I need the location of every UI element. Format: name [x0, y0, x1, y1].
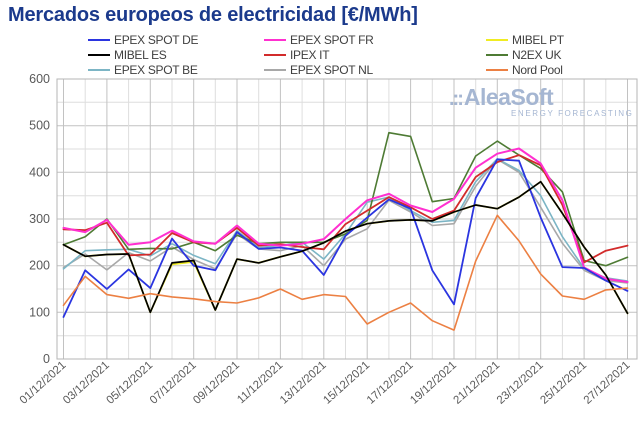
legend-swatch-icon	[88, 38, 110, 41]
legend-swatch-icon	[264, 68, 286, 71]
legend-swatch-icon	[264, 38, 286, 41]
legend-label: MIBEL PT	[512, 32, 564, 47]
x-tick-label: 17/12/2021	[365, 359, 416, 406]
legend-item-epex-spot-fr: EPEX SPOT FR	[264, 32, 374, 47]
x-tick-label: 27/12/2021	[582, 359, 633, 406]
legend-label: IPEX IT	[290, 47, 330, 62]
series-line-ipex-it	[62, 154, 629, 264]
legend-item-epex-spot-be: EPEX SPOT BE	[88, 62, 198, 77]
x-tick-label: 15/12/2021	[321, 359, 372, 406]
legend-swatch-icon	[486, 38, 508, 41]
x-tick-label: 05/12/2021	[105, 359, 156, 406]
legend-label: EPEX SPOT DE	[114, 32, 199, 47]
y-tick-label: 500	[29, 119, 50, 133]
chart-title: Mercados europeos de electricidad [€/MWh…	[8, 4, 418, 26]
legend-label: EPEX SPOT NL	[290, 62, 373, 77]
legend-label: MIBEL ES	[114, 47, 167, 62]
x-tick-label: 03/12/2021	[61, 359, 112, 406]
y-tick-label: 400	[29, 165, 50, 179]
legend-item-mibel-es: MIBEL ES	[88, 47, 198, 62]
legend-swatch-icon	[486, 68, 508, 71]
series-line-epex-spot-nl	[62, 158, 629, 284]
series-line-nord-pool	[62, 214, 629, 331]
legend-swatch-icon	[264, 53, 286, 56]
x-tick-label: 25/12/2021	[538, 359, 589, 406]
legend-column: EPEX SPOT DE MIBEL ES EPEX SPOT BE	[88, 32, 199, 77]
x-tick-label: 21/12/2021	[452, 359, 503, 406]
legend-label: N2EX UK	[512, 47, 562, 62]
legend-item-ipex-it: IPEX IT	[264, 47, 374, 62]
x-tick-label: 01/12/2021	[18, 359, 69, 406]
series-line-epex-spot-de	[62, 158, 629, 318]
series-line-epex-spot-fr	[62, 147, 629, 283]
y-tick-label: 300	[29, 212, 50, 226]
y-tick-label: 200	[29, 259, 50, 273]
legend-column: MIBEL PT N2EX UK Nord Pool	[486, 32, 564, 77]
y-tick-label: 0	[43, 352, 50, 366]
legend-swatch-icon	[88, 53, 110, 56]
legend-item-n2ex-uk: N2EX UK	[486, 47, 564, 62]
legend-item-epex-spot-de: EPEX SPOT DE	[88, 32, 199, 47]
legend-item-nord-pool: Nord Pool	[486, 62, 564, 77]
x-tick-label: 09/12/2021	[191, 359, 242, 406]
chart-legend: EPEX SPOT DE MIBEL ES EPEX SPOT BE EPEX SPO…	[0, 32, 640, 78]
legend-label: EPEX SPOT BE	[114, 62, 198, 77]
x-tick-label: 23/12/2021	[495, 359, 546, 406]
y-tick-label: 600	[29, 72, 50, 86]
legend-label: EPEX SPOT FR	[290, 32, 374, 47]
legend-column: EPEX SPOT FR IPEX IT EPEX SPOT NL	[264, 32, 374, 77]
legend-label: Nord Pool	[512, 62, 563, 77]
x-tick-label: 19/12/2021	[408, 359, 459, 406]
legend-swatch-icon	[88, 68, 110, 71]
legend-swatch-icon	[486, 53, 508, 56]
series-line-mibel-es	[62, 180, 629, 315]
x-tick-label: 07/12/2021	[148, 359, 199, 406]
y-tick-label: 100	[29, 305, 50, 319]
legend-item-epex-spot-nl: EPEX SPOT NL	[264, 62, 374, 77]
x-tick-label: 13/12/2021	[278, 359, 329, 406]
legend-item-mibel-pt: MIBEL PT	[486, 32, 564, 47]
